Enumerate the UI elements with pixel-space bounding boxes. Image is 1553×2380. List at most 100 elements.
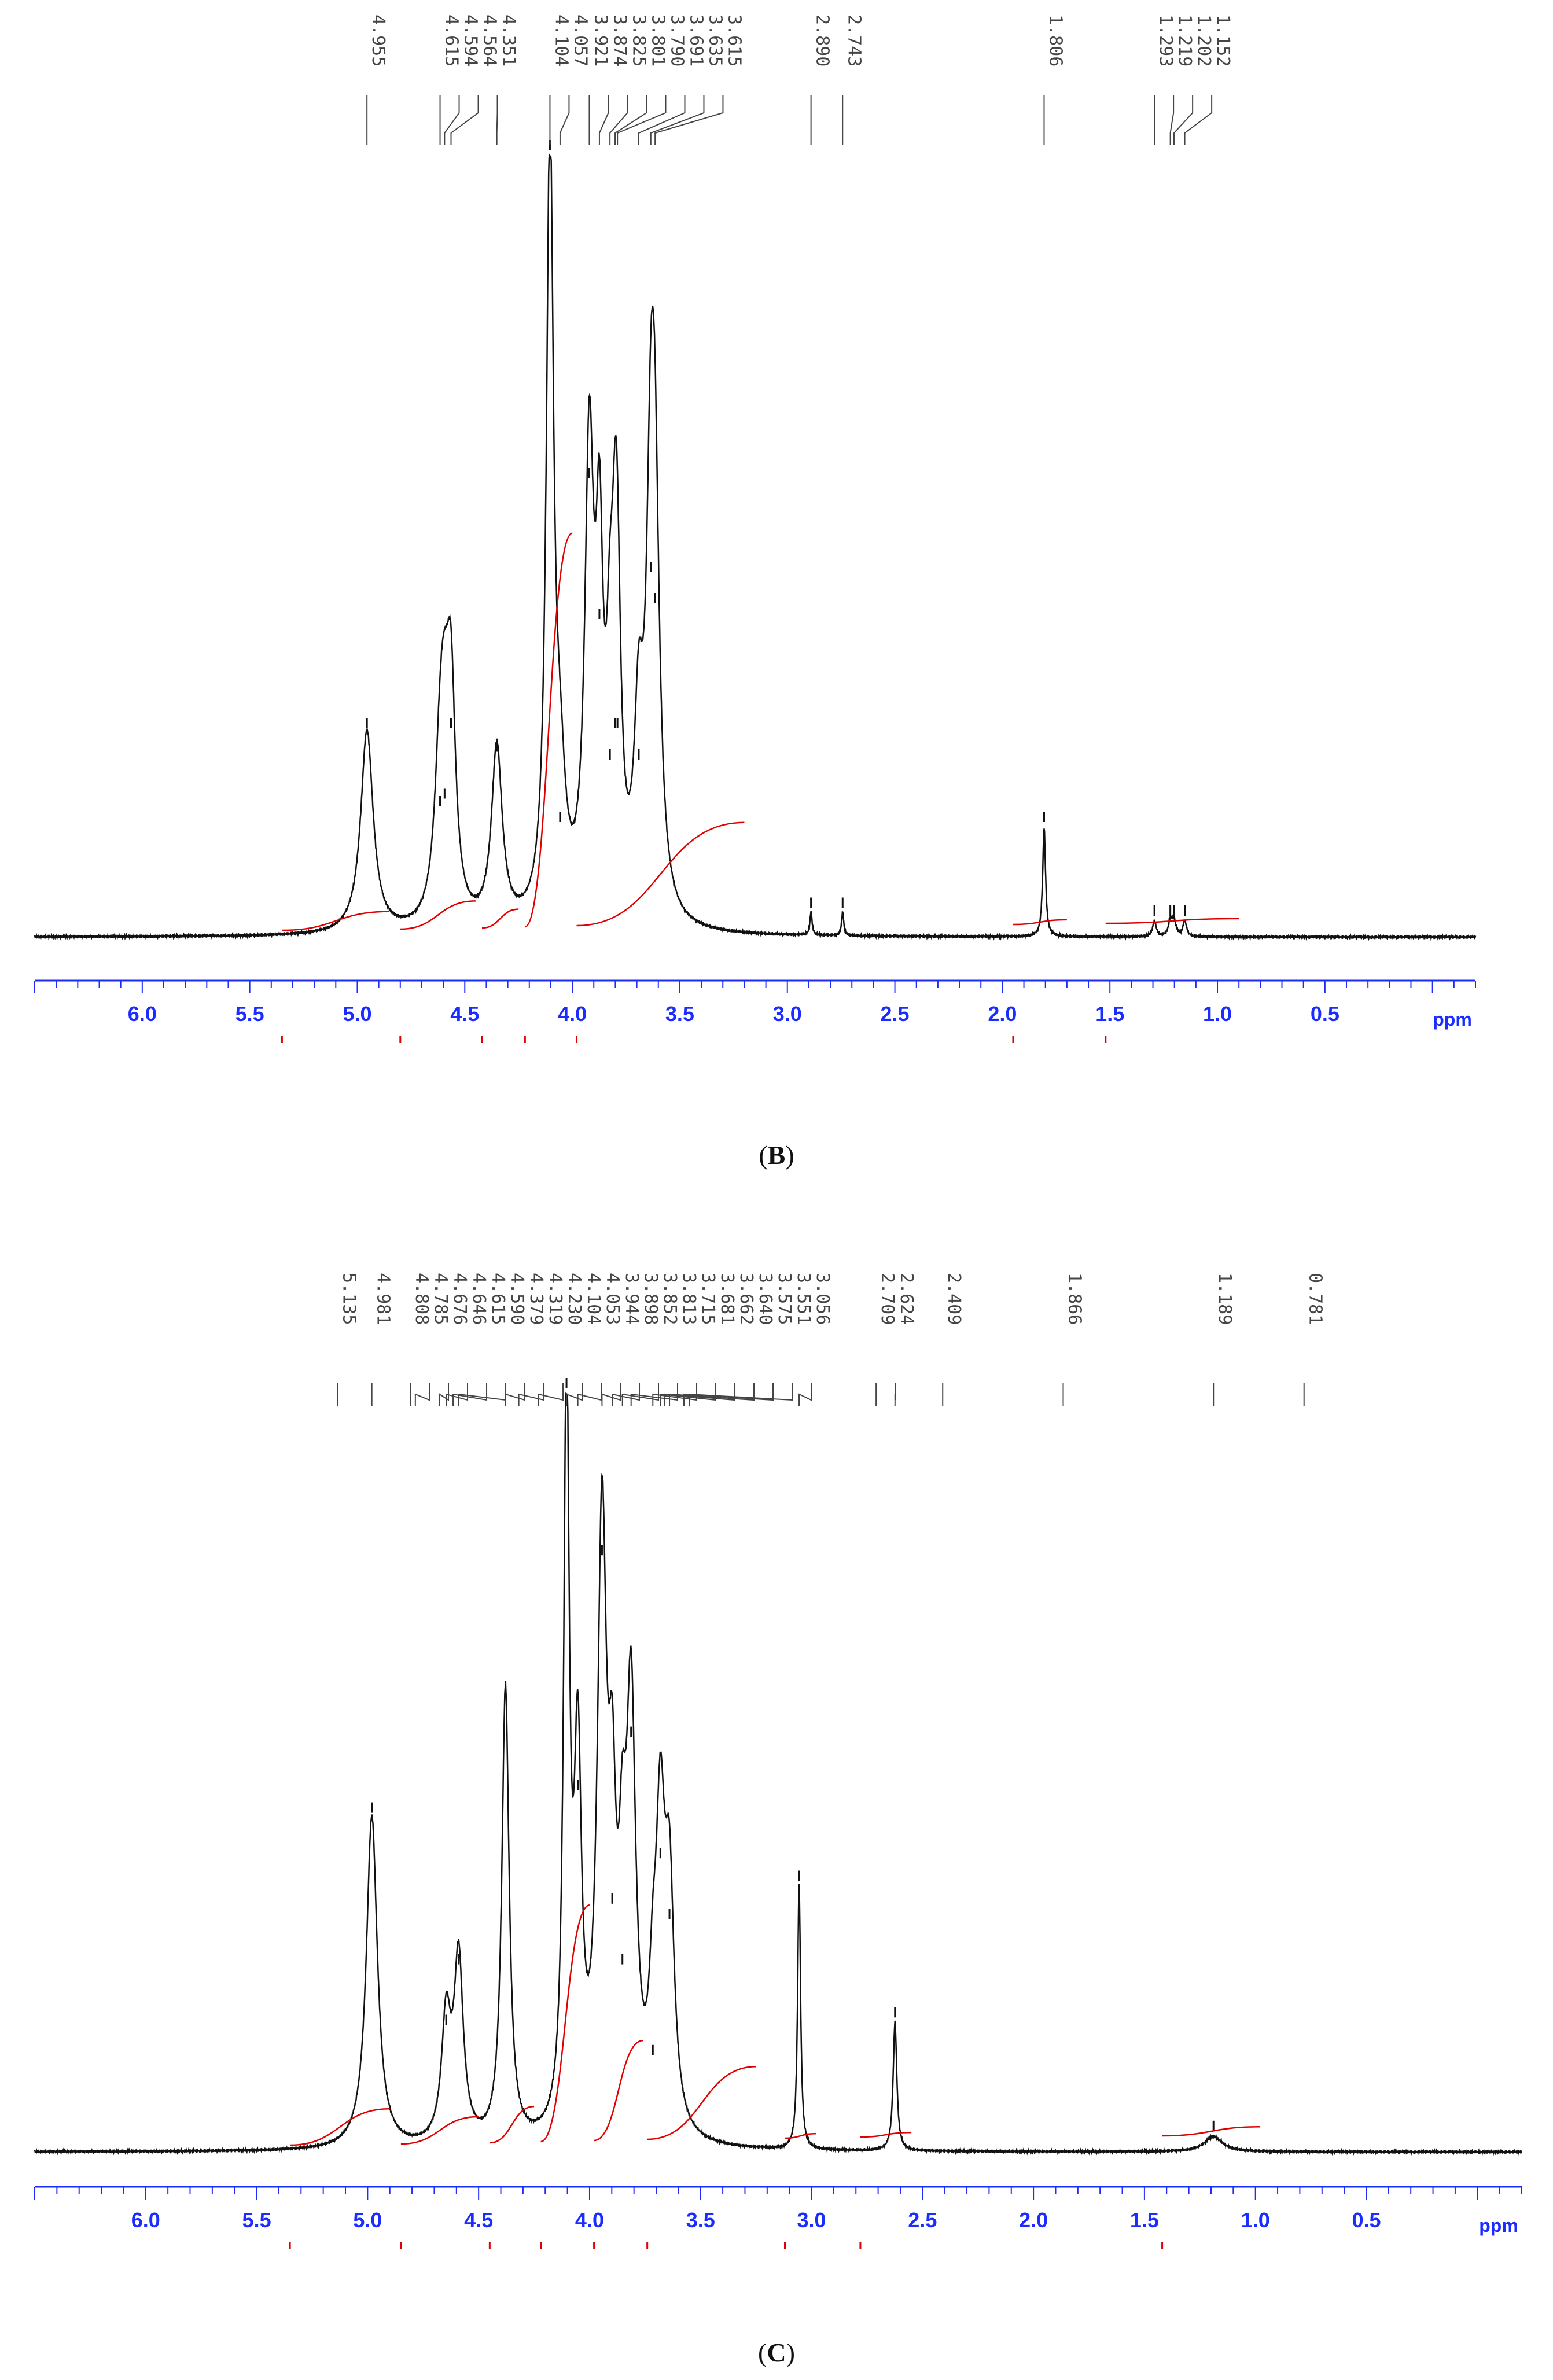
peak-leader-line [689, 1383, 793, 1406]
peak-label: 3.640 [755, 1273, 775, 1325]
peak-leader-line [439, 1383, 450, 1406]
peak-leader-line [458, 1383, 507, 1406]
peak-leader-line [496, 95, 498, 145]
peak-leader-line [650, 95, 705, 145]
peak-label: 3.801 [647, 14, 668, 67]
peak-label: 4.230 [564, 1273, 584, 1325]
peak-label: 4.981 [373, 1273, 393, 1325]
peak-label: 2.743 [844, 14, 864, 67]
x-tick-label: 4.5 [450, 1002, 479, 1026]
x-tick-label: 1.5 [1130, 2208, 1159, 2232]
integral-curve [282, 911, 390, 931]
peak-leader-line [414, 1383, 430, 1406]
x-tick-label: 2.5 [881, 1002, 910, 1026]
integral-curve [860, 2131, 912, 2138]
x-axis-unit: ppm [1433, 1009, 1472, 1030]
peak-label: 3.898 [641, 1273, 661, 1325]
peak-label: 3.944 [621, 1273, 642, 1325]
peak-label: 4.785 [430, 1273, 451, 1325]
peak-label: 1.152 [1213, 14, 1233, 67]
integral-curve [1013, 919, 1067, 926]
x-tick-label: 0.5 [1311, 1002, 1339, 1026]
x-tick-label: 5.5 [242, 2208, 271, 2232]
peak-leader-line [664, 1383, 736, 1406]
peak-leader-line [1184, 95, 1213, 145]
peak-label: 4.676 [450, 1273, 470, 1325]
peak-leader-line [638, 95, 686, 145]
peak-label: 4.351 [499, 14, 519, 67]
x-tick-label: 3.0 [773, 1002, 802, 1026]
spectrum-trace [34, 1391, 1523, 2156]
integral-curve [524, 532, 573, 928]
peak-leader-line [683, 1383, 774, 1406]
peak-label: 4.319 [545, 1273, 565, 1325]
caption-b-letter: B [767, 1140, 786, 1170]
integral-curve [540, 1904, 590, 2143]
peak-label: 1.806 [1045, 14, 1065, 67]
peak-leader-line [450, 95, 479, 145]
nmr-panel-c: 6.0 5.5 5.0 4.5 4.0 3.5 3.0 2.5 2.0 1.5 1.0 0.5 ppm 5… [34, 1273, 1523, 2249]
x-tick-label: 5.0 [343, 1002, 371, 1026]
x-tick-label: 2.0 [1019, 2208, 1048, 2232]
peak-label: 4.564 [480, 14, 500, 67]
peak-label: 3.691 [686, 14, 706, 67]
x-tick-label: 3.5 [665, 1002, 694, 1026]
peak-label: 0.781 [1305, 1273, 1326, 1325]
peak-leader-line [538, 1383, 564, 1406]
peak-label: 5.135 [339, 1273, 359, 1325]
x-tick-label: 4.0 [575, 2208, 604, 2232]
peak-leader-line [612, 1383, 641, 1406]
peak-leader-line [577, 1383, 602, 1406]
peak-leader-line [452, 1383, 488, 1406]
caption-c: (C) [758, 2338, 795, 2367]
peak-label: 4.594 [461, 14, 481, 67]
peak-leader-line [444, 95, 460, 145]
spectrum-trace [34, 153, 1477, 941]
integral-curve [481, 908, 519, 929]
integral-curve [785, 2132, 816, 2139]
x-tick-label: 2.0 [988, 1002, 1017, 1026]
peak-leader-line [1169, 95, 1175, 145]
peak-label: 3.813 [679, 1273, 699, 1325]
peak-label: 1.866 [1065, 1273, 1085, 1325]
peak-label: 3.715 [698, 1273, 718, 1325]
peak-label: 4.104 [583, 1273, 603, 1325]
peak-label: 3.575 [774, 1273, 794, 1325]
x-tick-label: 5.5 [235, 1002, 264, 1026]
peak-leader-line [559, 95, 570, 145]
peak-label: 4.057 [570, 14, 590, 67]
peak-label: 3.056 [812, 1273, 833, 1325]
integral-curve [594, 2039, 643, 2142]
peak-label: 4.379 [526, 1273, 546, 1325]
peak-label: 1.219 [1175, 14, 1195, 67]
integral-curve [490, 2105, 535, 2144]
peak-leader-line [609, 95, 628, 145]
peak-leader-line [654, 95, 724, 145]
caption-b: (B) [759, 1140, 794, 1170]
peak-label: 2.624 [896, 1273, 917, 1325]
peak-leader-line [566, 1383, 583, 1406]
nmr-panel-b: 6.0 5.5 5.0 4.5 4.0 3.5 3.0 2.5 2.0 1.5 1.0 0.5 ppm 4… [34, 14, 1477, 1043]
integral-curve [647, 2065, 756, 2140]
peak-leader-line [798, 1383, 812, 1406]
peak-label: 4.615 [488, 1273, 508, 1325]
peak-label: 4.590 [507, 1273, 527, 1325]
peak-label: 3.662 [736, 1273, 756, 1325]
peak-label: 3.790 [667, 14, 687, 67]
peak-label: 2.890 [812, 14, 833, 67]
peak-leader-line [621, 1383, 660, 1406]
peak-leader-line [1173, 95, 1194, 145]
x-tick-label: 0.5 [1352, 2208, 1381, 2232]
integral-curve [400, 2116, 479, 2145]
peak-label: 3.681 [717, 1273, 737, 1325]
peak-leader-line [446, 1383, 469, 1406]
peak-label: 4.955 [368, 14, 388, 67]
peak-leader-line [598, 95, 609, 145]
peak-label: 3.921 [590, 14, 610, 67]
peak-label: 3.615 [724, 14, 744, 67]
peak-leader-line [518, 1383, 545, 1406]
peak-label: 3.852 [660, 1273, 680, 1325]
x-tick-label: 6.0 [131, 2208, 160, 2232]
peak-label: 2.409 [944, 1273, 964, 1325]
x-tick-label: 5.0 [353, 2208, 382, 2232]
